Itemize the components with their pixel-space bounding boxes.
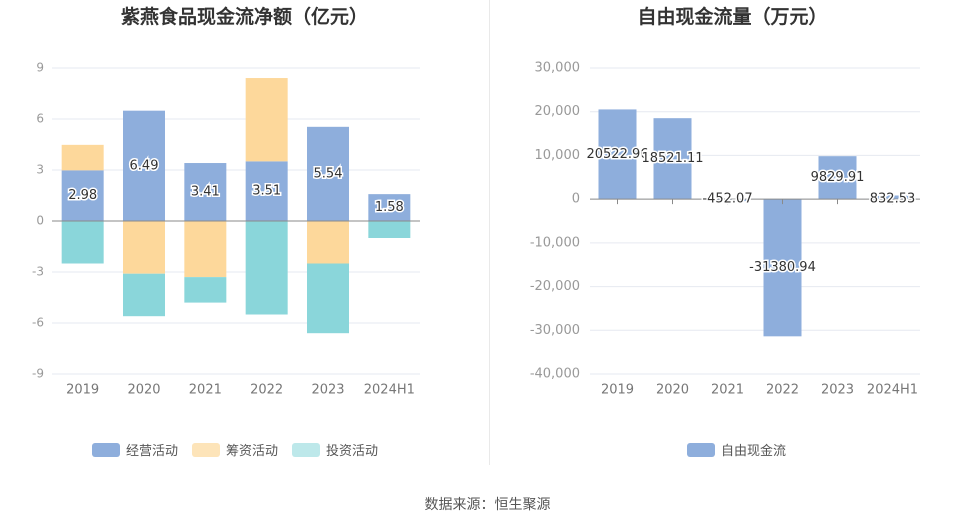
bar-0 [184, 163, 227, 221]
bar-1 [61, 144, 104, 171]
legend-swatch-investing [292, 442, 321, 457]
legend-swatch-free-cashflow [687, 442, 715, 457]
free-cashflow-chart: 30,000 20,000 10,000 0 -10,000 -20,000 -30,000… [530, 61, 920, 398]
data-label: 2.98 [68, 188, 97, 203]
x-tick-label: 2022 [766, 383, 799, 398]
data-label: -31380.94 [749, 260, 816, 275]
x-tick-label: 2021 [189, 383, 222, 398]
x-tick-label: 2019 [601, 383, 634, 398]
legend-item-operating[interactable]: 经营活动 [92, 440, 178, 459]
cashflow-chart: 9 6 3 0 -3 -6 -9 2019 2020 2021 2022 2023 2024H1 2.98… [32, 61, 420, 398]
legend-label-free-cashflow: 自由现金流 [721, 444, 787, 459]
bar [763, 199, 802, 337]
data-label: 6.49 [130, 158, 159, 173]
y-tick-label: -10,000 [530, 235, 580, 250]
bar-1 [123, 221, 165, 274]
bar-0 [307, 126, 349, 221]
bar-0 [123, 110, 165, 221]
y-tick-label: 0 [36, 214, 44, 228]
chart1-legend: 经营活动 筹资活动 投资活动 [92, 440, 392, 459]
bar-1 [307, 221, 349, 264]
bar-0 [61, 170, 104, 221]
x-tick-label: 2023 [821, 383, 854, 398]
x-tick-label: 2021 [711, 383, 744, 398]
chart1-title: 紫燕食品现金流净额（亿元） [120, 6, 368, 28]
bar-1 [184, 221, 227, 278]
x-tick-label: 2024H1 [867, 383, 918, 398]
data-source: 数据来源：恒生聚源 [424, 497, 551, 513]
chart2-title: 自由现金流量（万元） [637, 6, 828, 28]
y-tick-label: 0 [572, 192, 580, 207]
bar-2 [123, 273, 165, 317]
bar-2 [307, 263, 349, 334]
chart2-legend: 自由现金流 [687, 440, 800, 459]
x-tick-label: 2022 [250, 383, 283, 398]
y-tick-label: 20,000 [535, 104, 581, 119]
legend-label-investing: 投资活动 [326, 444, 379, 459]
y-tick-label: -3 [32, 265, 44, 279]
x-tick-label: 2020 [127, 383, 160, 398]
legend-swatch-operating [92, 442, 120, 457]
y-tick-label: -40,000 [530, 367, 580, 382]
bar-2 [368, 221, 411, 238]
legend-label-operating: 经营活动 [126, 444, 179, 459]
data-label: 1.58 [375, 200, 404, 215]
x-tick-label: 2019 [66, 383, 99, 398]
bar-2 [245, 221, 288, 315]
x-tick-label: 2023 [311, 383, 344, 398]
bar [818, 156, 857, 200]
data-label: 3.41 [191, 185, 220, 200]
y-tick-label: -9 [32, 367, 44, 381]
panel-divider [489, 0, 490, 465]
bar [873, 195, 912, 200]
bar-2 [184, 277, 227, 303]
bar-2 [61, 221, 104, 264]
bar-0 [368, 194, 411, 221]
bar [653, 118, 692, 200]
legend-item-financing[interactable]: 筹资活动 [192, 440, 278, 459]
bar [598, 109, 637, 200]
legend-label-financing: 筹资活动 [226, 444, 279, 459]
data-label: -452.07 [702, 192, 752, 207]
bar-0 [245, 161, 288, 221]
legend-item-free-cashflow[interactable]: 自由现金流 [687, 440, 786, 459]
y-tick-label: -6 [32, 316, 44, 330]
data-label: 18521.11 [641, 151, 703, 166]
y-tick-label: 6 [36, 112, 44, 126]
y-tick-label: 3 [36, 163, 44, 177]
data-label: 20522.96 [586, 147, 648, 162]
y-tick-label: 10,000 [535, 148, 581, 163]
y-tick-label: -30,000 [530, 323, 580, 338]
data-label: 832.53 [870, 192, 916, 207]
x-tick-label: 2020 [656, 383, 689, 398]
y-tick-label: 9 [36, 61, 44, 75]
data-label: 3.51 [252, 184, 281, 199]
y-tick-label: 30,000 [535, 61, 581, 76]
legend-swatch-financing [192, 442, 221, 457]
data-label: 9829.91 [811, 170, 865, 185]
x-tick-label: 2024H1 [364, 383, 415, 398]
data-label: 5.54 [314, 166, 343, 181]
bar-1 [245, 78, 288, 162]
legend-item-investing[interactable]: 投资活动 [292, 440, 378, 459]
y-tick-label: -20,000 [530, 279, 580, 294]
